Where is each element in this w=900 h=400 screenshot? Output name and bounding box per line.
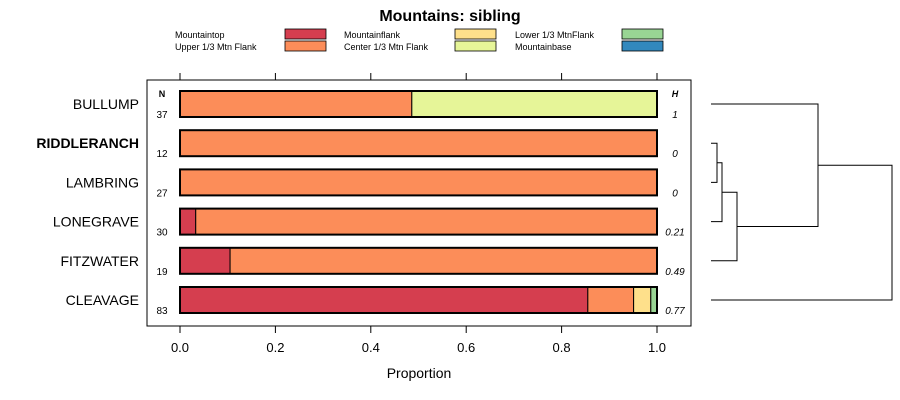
bar-segment: [633, 286, 652, 314]
row-h: 0.49: [665, 267, 685, 278]
legend-label: Mountainflank: [344, 30, 401, 40]
bar-segment: [195, 208, 658, 236]
legend-label: Center 1/3 Mtn Flank: [344, 42, 429, 52]
top-axis-ticks: [179, 73, 658, 80]
bars: BULLUMP 37 1 RIDDLERANCH 12 0 LAMBRING 27 0 LONEG…: [36, 90, 685, 317]
dendrogram-branch: [711, 164, 893, 301]
x-axis: 0.0 0.2 0.4 0.6 0.8 1.0: [171, 326, 666, 355]
row-n: 19: [156, 267, 168, 278]
row-label: LAMBRING: [66, 174, 139, 190]
bar-segment: [179, 168, 658, 196]
bar-outline: [179, 286, 658, 314]
bar-outline: [179, 90, 658, 118]
row-n: 27: [156, 188, 168, 199]
bar-segment: [229, 247, 658, 275]
row-label: BULLUMP: [73, 96, 139, 112]
legend-label: Upper 1/3 Mtn Flank: [175, 42, 257, 52]
bar-outline: [179, 246, 658, 275]
bar-segment: [411, 90, 658, 118]
n-header: N: [159, 89, 166, 99]
legend: Mountaintop Upper 1/3 Mtn Flank Mountainfl…: [175, 28, 664, 52]
legend-label: Mountaintop: [175, 30, 225, 40]
bar-segment: [179, 247, 231, 275]
x-tick-label: 0.8: [553, 340, 571, 355]
bar-segment: [179, 286, 589, 314]
dendrogram-branch: [711, 142, 718, 183]
row-h: 0.21: [665, 228, 684, 239]
row-label: CLEAVAGE: [66, 292, 139, 308]
bar-segment: [587, 286, 635, 314]
bar-outline: [179, 129, 658, 158]
row-n: 12: [156, 149, 168, 160]
bar-outline: [179, 207, 658, 236]
dendrogram: [711, 103, 893, 301]
h-header: H: [672, 89, 679, 99]
bar-segment: [179, 129, 658, 157]
row-h: 0: [672, 188, 678, 199]
row-label: LONEGRAVE: [53, 214, 139, 230]
row-h: 0: [672, 149, 678, 160]
legend-swatch: [284, 40, 327, 52]
legend-swatch: [454, 40, 497, 52]
row-h: 0.77: [665, 306, 685, 317]
bar-segment: [179, 208, 197, 236]
x-tick-label: 0.2: [266, 340, 284, 355]
legend-swatch: [621, 28, 664, 40]
row-n: 30: [156, 228, 168, 239]
row-n: 83: [156, 306, 168, 317]
x-tick-label: 0.0: [171, 340, 189, 355]
legend-label: Lower 1/3 MtnFlank: [515, 30, 595, 40]
row-n: 37: [156, 110, 168, 121]
row-h: 1: [672, 110, 678, 121]
plot-frame: [146, 79, 692, 327]
legend-swatch: [284, 28, 327, 40]
x-tick-label: 0.6: [457, 340, 475, 355]
legend-swatch: [621, 40, 664, 52]
legend-swatch: [454, 28, 497, 40]
row-label: FITZWATER: [60, 253, 139, 269]
x-tick-label: 0.4: [362, 340, 380, 355]
dendrogram-branch: [711, 103, 819, 227]
bar-segment: [179, 90, 413, 118]
chart-title: Mountains: sibling: [379, 8, 520, 25]
bar-outline: [179, 168, 658, 197]
legend-label: Mountainbase: [515, 42, 572, 52]
x-axis-label: Proportion: [387, 365, 452, 381]
row-label: RIDDLERANCH: [36, 135, 139, 151]
dendrogram-branch: [711, 191, 738, 262]
x-tick-label: 1.0: [648, 340, 666, 355]
